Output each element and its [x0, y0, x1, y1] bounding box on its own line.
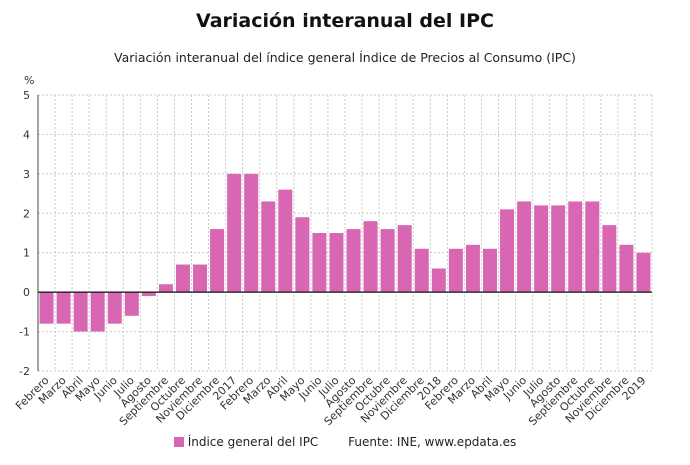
bar — [124, 292, 139, 316]
bar — [551, 205, 566, 293]
bar — [636, 252, 651, 293]
bar — [517, 201, 532, 293]
y-tick-label: 0 — [23, 286, 30, 299]
y-tick-label: 2 — [23, 207, 30, 220]
bar — [585, 201, 600, 293]
bar — [227, 173, 242, 293]
bar — [141, 292, 156, 297]
bar — [482, 248, 497, 293]
bar — [107, 292, 122, 324]
legend-label: Índice general del IPC — [187, 435, 319, 449]
bar — [261, 201, 276, 293]
y-tick-label: 3 — [23, 168, 30, 181]
legend-swatch — [173, 437, 184, 447]
bar — [380, 229, 395, 293]
bar — [73, 292, 88, 332]
bar-chart: %-2-1012345FebreroMarzoAbrilMayoJunioJul… — [13, 74, 653, 428]
bar — [465, 244, 480, 293]
bar — [210, 229, 225, 293]
bar — [56, 292, 71, 324]
bar — [500, 209, 515, 293]
bar — [363, 221, 378, 293]
y-tick-label: -2 — [19, 365, 30, 378]
chart-title: Variación interanual del IPC — [196, 10, 494, 32]
bar — [414, 248, 429, 293]
y-tick-label: 1 — [23, 247, 30, 260]
bar — [431, 268, 446, 293]
bar — [619, 244, 634, 293]
bar — [534, 205, 549, 293]
legend-item: Índice general del IPC — [173, 435, 322, 449]
chart-subtitle: Variación interanual del índice general … — [114, 50, 576, 65]
bar — [397, 225, 412, 293]
bar — [602, 225, 617, 293]
bar — [175, 264, 190, 293]
bar — [312, 233, 327, 293]
bar — [278, 189, 293, 293]
y-tick-label: 5 — [23, 89, 30, 102]
source-text: Fuente: INE, www.epdata.es — [348, 435, 517, 449]
bar — [193, 264, 208, 293]
bar — [568, 201, 583, 293]
bar — [158, 284, 173, 293]
y-axis-unit-label: % — [24, 74, 34, 87]
bar — [295, 217, 310, 293]
bar — [448, 248, 463, 293]
y-tick-label: -1 — [19, 326, 30, 339]
bar — [244, 173, 259, 293]
y-tick-label: 4 — [23, 128, 30, 141]
bar — [39, 292, 54, 324]
bar — [346, 229, 361, 293]
bar — [329, 233, 344, 293]
bar — [90, 292, 105, 332]
chart-footer: Índice general del IPC Fuente: INE, www.… — [0, 435, 690, 449]
